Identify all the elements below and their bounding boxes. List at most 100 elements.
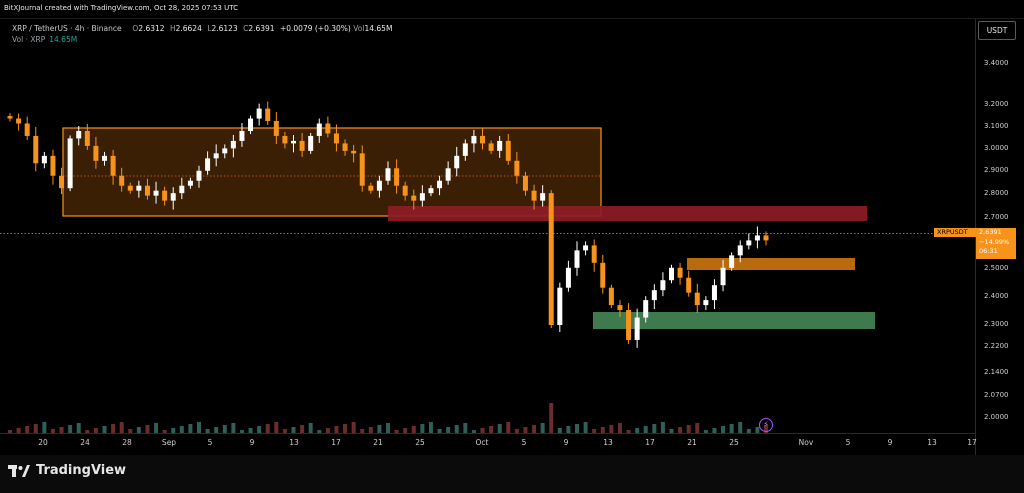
price-tick: 2.3000 bbox=[984, 320, 1009, 328]
candle-body bbox=[84, 130, 90, 146]
candle-body bbox=[325, 123, 331, 134]
candle-body bbox=[686, 277, 692, 293]
candle-body bbox=[256, 108, 262, 119]
candlestick-chart[interactable] bbox=[0, 0, 1024, 455]
resistance-zone[interactable] bbox=[388, 206, 867, 221]
candle-body bbox=[196, 170, 202, 181]
candle-body bbox=[445, 168, 451, 181]
volume-bar bbox=[85, 430, 90, 433]
candle-body bbox=[694, 292, 700, 306]
volume-bar bbox=[257, 426, 262, 433]
volume-bar bbox=[712, 428, 717, 433]
candle-body bbox=[144, 185, 150, 196]
volume-bar bbox=[729, 424, 734, 433]
currency-button[interactable]: USDT bbox=[978, 21, 1016, 40]
last-price: 2.6391 bbox=[979, 228, 1002, 236]
candle-body bbox=[282, 135, 288, 144]
volume-bar bbox=[162, 430, 167, 433]
lightning-icon[interactable]: ⚡ bbox=[759, 418, 773, 432]
price-tick: 2.8000 bbox=[984, 189, 1009, 197]
volume-bar bbox=[635, 428, 640, 433]
candle-body bbox=[119, 175, 125, 186]
volume-bar bbox=[686, 425, 691, 433]
candle-body bbox=[514, 160, 520, 176]
publisher-credit: BitXJournal created with TradingView.com… bbox=[4, 4, 238, 12]
support-zone[interactable] bbox=[593, 312, 875, 329]
volume-bar bbox=[179, 426, 184, 433]
volume-bar bbox=[428, 422, 433, 433]
candle-body bbox=[557, 287, 563, 325]
time-tick: 17 bbox=[967, 438, 977, 447]
low-label: L bbox=[207, 24, 212, 33]
candle-body bbox=[565, 267, 571, 288]
volume-bar bbox=[239, 430, 244, 433]
volume-bar bbox=[325, 428, 330, 433]
volume-bar bbox=[592, 429, 597, 433]
candle-body bbox=[574, 250, 580, 268]
volume-bar bbox=[76, 423, 81, 433]
candle-body bbox=[402, 185, 408, 196]
volume-bar bbox=[600, 427, 605, 433]
volume-bar bbox=[497, 424, 502, 433]
candle-body bbox=[153, 190, 159, 196]
volume-bar bbox=[171, 428, 176, 433]
volume-bar bbox=[557, 428, 562, 433]
time-tick: 20 bbox=[38, 438, 48, 447]
volume-bar bbox=[222, 425, 227, 433]
footer-bar bbox=[0, 455, 1024, 493]
candle-body bbox=[265, 108, 271, 122]
volume-bar bbox=[188, 424, 193, 433]
price-tick: 2.0700 bbox=[984, 391, 1009, 399]
candle-body bbox=[136, 185, 142, 191]
volume-bar bbox=[411, 426, 416, 433]
volume-bar bbox=[282, 429, 287, 433]
mid-zone[interactable] bbox=[687, 258, 855, 270]
candle-body bbox=[754, 235, 760, 241]
volume-bar bbox=[566, 426, 571, 433]
volume-bar bbox=[42, 422, 47, 433]
time-tick: 17 bbox=[331, 438, 341, 447]
volume-bar bbox=[291, 427, 296, 433]
volume-indicator-label[interactable]: Vol · XRP bbox=[12, 35, 46, 44]
range-box[interactable] bbox=[62, 127, 602, 217]
candle-body bbox=[583, 245, 589, 251]
symbol-title[interactable]: XRP / TetherUS · 4h · Binance bbox=[12, 24, 122, 33]
price-tick: 3.0000 bbox=[984, 144, 1009, 152]
volume-bar bbox=[471, 430, 476, 433]
volume-bar bbox=[102, 426, 107, 433]
candle-body bbox=[359, 153, 365, 186]
candle-body bbox=[471, 135, 477, 144]
price-tick: 3.1000 bbox=[984, 122, 1009, 130]
volume-bar bbox=[231, 423, 236, 433]
volume-bar bbox=[111, 424, 116, 433]
candle-body bbox=[480, 135, 485, 144]
candle-body bbox=[24, 123, 30, 136]
candle-body bbox=[462, 143, 468, 156]
volume-bar bbox=[643, 426, 648, 433]
volume-bar bbox=[128, 429, 133, 433]
price-tick: 2.5000 bbox=[984, 264, 1009, 272]
time-tick: 13 bbox=[927, 438, 937, 447]
price-tick: 2.9000 bbox=[984, 166, 1009, 174]
time-tick: Oct bbox=[475, 438, 489, 447]
volume-bar bbox=[214, 427, 219, 433]
volume-bar bbox=[437, 429, 442, 433]
volume-bar bbox=[154, 423, 159, 433]
candle-body bbox=[110, 155, 116, 176]
time-tick: Sep bbox=[161, 438, 177, 447]
tradingview-logo[interactable]: TradingView bbox=[8, 463, 126, 478]
candle-body bbox=[50, 155, 56, 176]
volume-bar bbox=[136, 427, 141, 433]
time-tick: 9 bbox=[249, 438, 255, 447]
volume-bar bbox=[454, 425, 459, 433]
candle-body bbox=[651, 290, 657, 301]
volume-indicator-value: 14.65M bbox=[49, 35, 78, 44]
volume-bar bbox=[25, 426, 30, 433]
candle-body bbox=[127, 185, 133, 191]
candles bbox=[7, 101, 769, 348]
volume-bar bbox=[386, 423, 390, 433]
price-tick: 2.1400 bbox=[984, 368, 1009, 376]
candle-body bbox=[729, 255, 735, 268]
volume-bar bbox=[248, 428, 253, 433]
